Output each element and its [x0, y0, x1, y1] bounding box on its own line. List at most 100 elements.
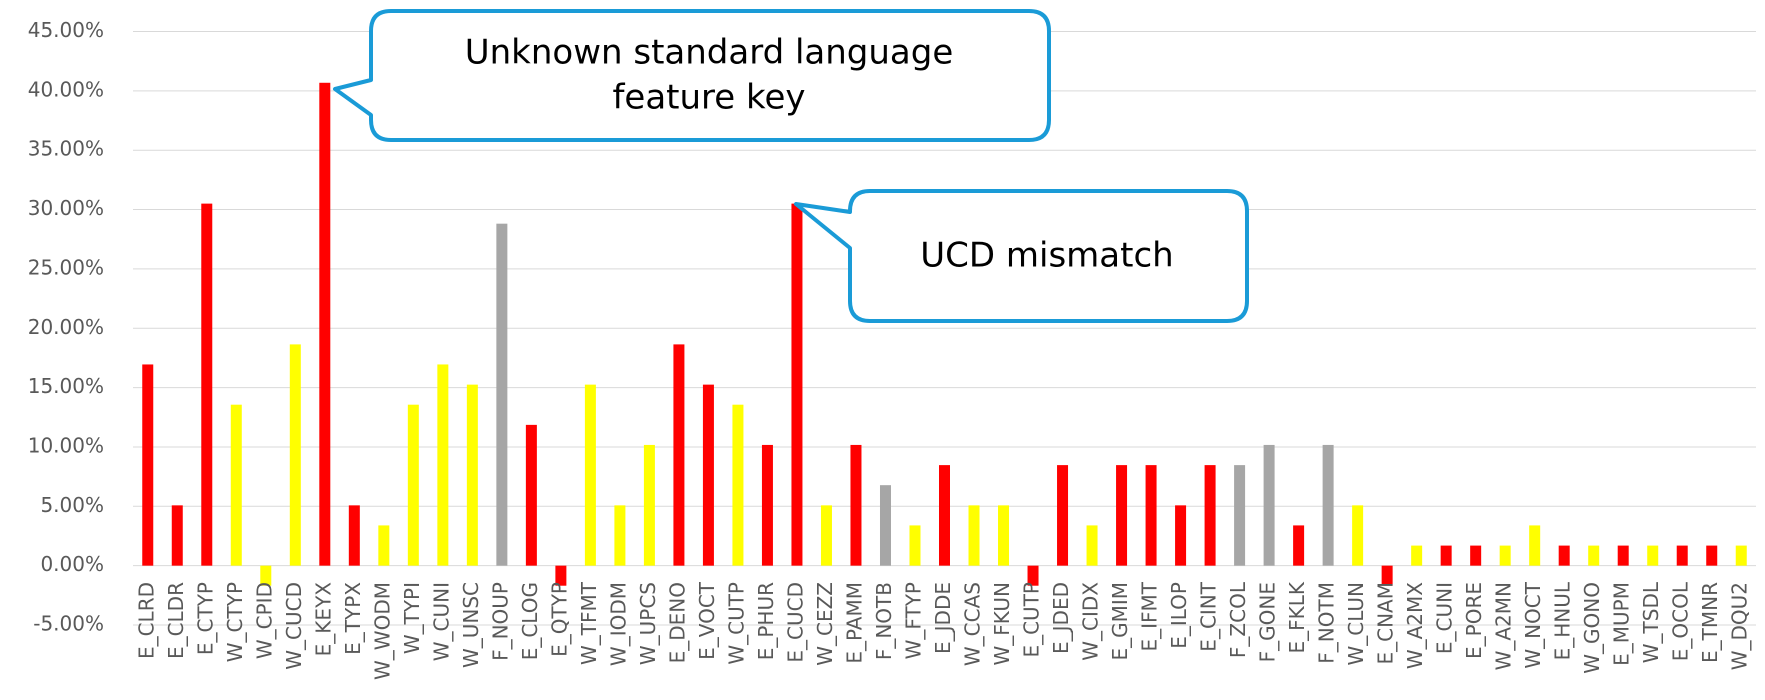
bar: [348, 505, 360, 566]
x-tick-label: F_GONE: [1256, 582, 1280, 662]
x-tick-label: E_CTYP: [193, 582, 217, 655]
x-tick-label: W_NOCT: [1521, 581, 1545, 668]
x-tick-label: W_DQU2: [1728, 582, 1752, 670]
bar: [1234, 465, 1246, 566]
bar: [1322, 444, 1334, 566]
bar: [998, 505, 1010, 566]
y-tick-label: 35.00%: [28, 137, 104, 161]
bar: [584, 384, 596, 566]
x-tick-label: W_A2MN: [1492, 582, 1516, 670]
x-tick-label: E_DENO: [665, 582, 689, 663]
bar: [1706, 545, 1718, 566]
x-tick-label: E_GMIM: [1108, 582, 1132, 661]
bar: [1588, 545, 1600, 566]
x-tick-label: E_TYPX: [341, 582, 365, 655]
y-tick-label: 0.00%: [40, 552, 104, 576]
x-tick-label: E_IFMT: [1138, 581, 1162, 651]
x-tick-label: F_ZCOL: [1226, 581, 1250, 658]
bar: [289, 344, 301, 566]
x-tick-label: E_CINT: [1197, 581, 1221, 651]
x-tick-label: E_QTYP: [547, 582, 571, 657]
x-tick-label: W_TYPI: [400, 582, 424, 654]
x-tick-label: E_CLOG: [518, 582, 542, 660]
x-tick-label: E_FKLK: [1285, 581, 1309, 653]
bar: [1352, 505, 1364, 566]
bar: [1558, 545, 1570, 566]
bar: [1440, 545, 1452, 566]
x-tick-label: W_TSDL: [1639, 581, 1663, 663]
annotation-text: UCD mismatch: [920, 236, 1173, 276]
y-tick-label: 40.00%: [28, 77, 104, 101]
bar: [732, 404, 744, 566]
bar: [879, 485, 891, 566]
bar: [525, 424, 537, 566]
bar: [1735, 545, 1747, 566]
x-tick-label: W_CUTP: [724, 582, 748, 665]
bar: [673, 344, 685, 566]
x-tick-label: W_CTYP: [223, 582, 247, 662]
x-tick-label: E_JDED: [1049, 582, 1073, 654]
bar: [1116, 465, 1128, 566]
x-tick-label: W_CEZZ: [813, 582, 837, 666]
x-tick-label: W_UNSC: [459, 582, 483, 668]
callout-box: [794, 189, 1249, 323]
y-tick-label: 5.00%: [40, 493, 104, 517]
bar: [1499, 545, 1511, 566]
x-tick-label: W_CCAS: [961, 582, 985, 666]
bar: [702, 384, 714, 566]
x-tick-label: W_GONO: [1580, 582, 1604, 674]
bar: [1027, 565, 1039, 586]
bar: [260, 565, 272, 586]
bar: [1057, 465, 1069, 566]
x-tick-label: E_CLDR: [164, 582, 188, 659]
bar: [171, 505, 183, 566]
bar: [496, 223, 508, 566]
bar: [939, 465, 950, 566]
bar: [909, 525, 921, 566]
x-tick-label: W_TFMT: [577, 581, 601, 665]
bar: [555, 565, 567, 586]
x-tick-label: E_CUCD: [783, 582, 807, 663]
bar: [1647, 545, 1659, 566]
x-tick-label: W_CLUN: [1344, 582, 1368, 666]
x-tick-label: F_NOUP: [488, 582, 512, 661]
bar: [820, 505, 832, 566]
x-tick-label: E_PHUR: [754, 582, 778, 660]
y-tick-label: 20.00%: [28, 315, 104, 339]
x-tick-label: F_NOTM: [1315, 582, 1339, 664]
y-tick-label: 45.00%: [28, 18, 104, 42]
bar: [1381, 565, 1393, 586]
x-tick-label: W_CIDX: [1079, 582, 1103, 661]
y-tick-label: 30.00%: [28, 196, 104, 220]
y-tick-label: -5.00%: [33, 612, 104, 636]
bar: [142, 364, 154, 566]
x-tick-label: E_TMNR: [1698, 582, 1722, 663]
bar: [201, 203, 213, 566]
x-tick-label: E_VOCT: [695, 581, 719, 660]
annotation-text: feature key: [612, 78, 805, 118]
x-tick-label: E_CUNI: [1433, 582, 1457, 654]
x-tick-label: E_PAMM: [842, 582, 866, 664]
bar: [1086, 525, 1098, 566]
bar: [1529, 525, 1541, 566]
x-tick-label: E_OCOL: [1669, 581, 1693, 661]
bar: [1175, 505, 1187, 566]
x-tick-label: W_CPID: [252, 582, 276, 659]
bar: [1470, 545, 1482, 566]
x-tick-label: E_ILOP: [1167, 582, 1191, 649]
x-tick-label: W_UPCS: [636, 582, 660, 665]
bar: [968, 505, 980, 566]
x-tick-label: W_FKUN: [990, 582, 1014, 665]
bar: [791, 203, 803, 566]
x-tick-label: W_FTYP: [901, 582, 925, 659]
bar: [850, 444, 862, 566]
bar: [437, 364, 449, 566]
bar: [230, 404, 242, 566]
x-tick-label: F_NOTB: [872, 582, 896, 660]
bar: [1617, 545, 1629, 566]
bar: [1411, 545, 1423, 566]
y-tick-label: 15.00%: [28, 374, 104, 398]
y-tick-label: 25.00%: [28, 255, 104, 279]
bar: [1145, 465, 1157, 566]
